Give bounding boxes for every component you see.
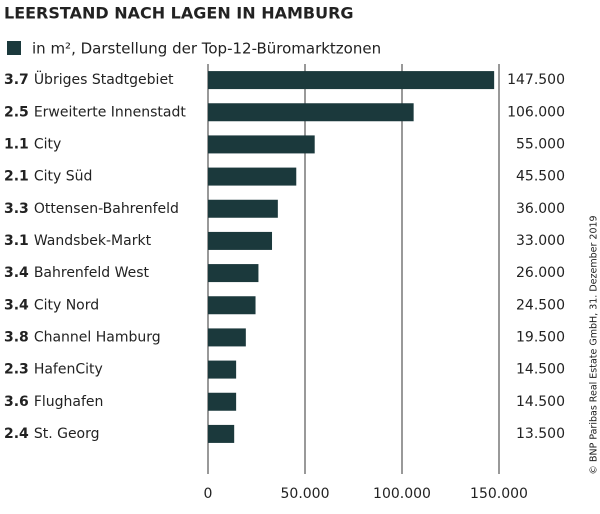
category-code: 3.3	[4, 201, 29, 217]
category-label: 3.7 Übriges Stadtgebiet	[4, 70, 174, 88]
value-label: 36.000	[516, 201, 565, 217]
category-label: 3.8 Channel Hamburg	[4, 329, 161, 345]
category-code: 3.4	[4, 265, 29, 281]
value-label: 106.000	[507, 104, 565, 120]
bar	[208, 71, 495, 90]
bar	[208, 392, 237, 411]
value-label: 24.500	[516, 297, 565, 313]
category-name: City Nord	[34, 297, 99, 313]
value-label: 45.500	[516, 169, 565, 185]
category-label: 3.3 Ottensen-Bahrenfeld	[4, 201, 179, 217]
category-code: 3.7	[4, 72, 29, 88]
legend-label: in m², Darstellung der Top-12-Büromarktz…	[32, 40, 381, 58]
category-code: 3.4	[4, 297, 29, 313]
category-code: 3.8	[4, 329, 29, 345]
category-label: 2.5 Erweiterte Innenstadt	[4, 104, 186, 120]
bar	[208, 135, 315, 154]
category-code: 2.5	[4, 104, 29, 120]
category-label: 3.6 Flughafen	[4, 394, 103, 410]
bar	[208, 103, 414, 122]
category-name: City Süd	[34, 169, 93, 185]
category-name: Flughafen	[34, 394, 104, 410]
category-code: 2.3	[4, 362, 29, 378]
category-code: 3.6	[4, 394, 29, 410]
category-name: HafenCity	[34, 362, 103, 378]
category-name: Erweiterte Innenstadt	[34, 104, 187, 120]
category-label: 3.4 Bahrenfeld West	[4, 265, 150, 281]
category-label: 3.4 City Nord	[4, 297, 99, 313]
value-label: 13.500	[516, 426, 565, 442]
bar	[208, 264, 259, 283]
category-code: 2.1	[4, 169, 29, 185]
bar	[208, 167, 297, 186]
value-label: 55.000	[516, 136, 565, 152]
category-code: 1.1	[4, 136, 29, 152]
bar	[208, 296, 256, 315]
bar	[208, 328, 246, 347]
category-name: Channel Hamburg	[34, 329, 161, 345]
legend-swatch	[7, 41, 21, 55]
bar	[208, 360, 237, 379]
value-label: 14.500	[516, 362, 565, 378]
value-label: 19.500	[516, 329, 565, 345]
category-name: Übriges Stadtgebiet	[34, 70, 174, 88]
category-name: Bahrenfeld West	[34, 265, 150, 281]
x-tick-label: 150.000	[470, 486, 528, 502]
x-tick-label: 100.000	[373, 486, 431, 502]
category-code: 3.1	[4, 233, 29, 249]
category-label: 2.3 HafenCity	[4, 362, 103, 378]
category-label: 2.4 St. Georg	[4, 426, 100, 442]
source-note: © BNP Paribas Real Estate GmbH, 31. Deze…	[589, 215, 600, 474]
bar	[208, 424, 235, 443]
chart-title: LEERSTAND NACH LAGEN IN HAMBURG	[4, 4, 354, 23]
x-tick-label: 50.000	[281, 486, 330, 502]
category-name: Wandsbek-Markt	[34, 233, 152, 249]
bar	[208, 199, 278, 218]
category-label: 3.1 Wandsbek-Markt	[4, 233, 152, 249]
x-tick-label: 0	[204, 486, 213, 502]
category-name: City	[34, 136, 61, 152]
value-label: 147.500	[507, 72, 565, 88]
category-label: 2.1 City Süd	[4, 169, 92, 185]
value-label: 14.500	[516, 394, 565, 410]
category-label: 1.1 City	[4, 136, 61, 152]
bar	[208, 231, 273, 250]
category-name: St. Georg	[34, 426, 100, 442]
value-label: 26.000	[516, 265, 565, 281]
category-code: 2.4	[4, 426, 29, 442]
category-name: Ottensen-Bahrenfeld	[34, 201, 179, 217]
value-label: 33.000	[516, 233, 565, 249]
